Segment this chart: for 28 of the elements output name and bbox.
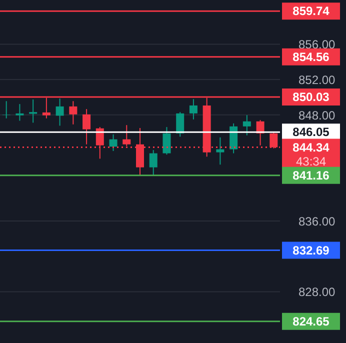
y-tick-label: 828.00 [298,285,336,300]
ref-line-label: 850.03 [292,90,330,104]
ref-line-label: 832.69 [292,243,330,258]
candlestick [162,126,171,156]
candlestick [216,136,224,166]
y-tick-label: 836.00 [298,214,336,229]
candlestick [29,98,38,124]
y-tick-label: 852.00 [298,73,336,88]
candlestick [109,134,118,152]
candlestick [176,112,184,138]
candlestick [16,104,24,122]
candlestick [82,108,91,145]
ref-line-label: 844.34 [292,140,330,154]
candlestick [189,98,198,120]
ref-line-label: 846.05 [292,125,330,140]
candlestick [69,100,78,125]
candlestick [2,100,10,119]
ref-line-label: 841.16 [292,168,330,182]
candlestick [149,150,158,176]
y-tick-label: 848.00 [298,108,336,122]
ref-line-label: 854.56 [292,50,330,64]
text: 43:34 [296,154,326,168]
ref-line-label: 859.74 [292,4,330,18]
candlestick [230,122,238,154]
candlestick [56,98,64,126]
ref-line-label: 824.65 [292,314,330,328]
candlestick [242,114,251,136]
y-tick-label: 856.00 [298,38,336,52]
